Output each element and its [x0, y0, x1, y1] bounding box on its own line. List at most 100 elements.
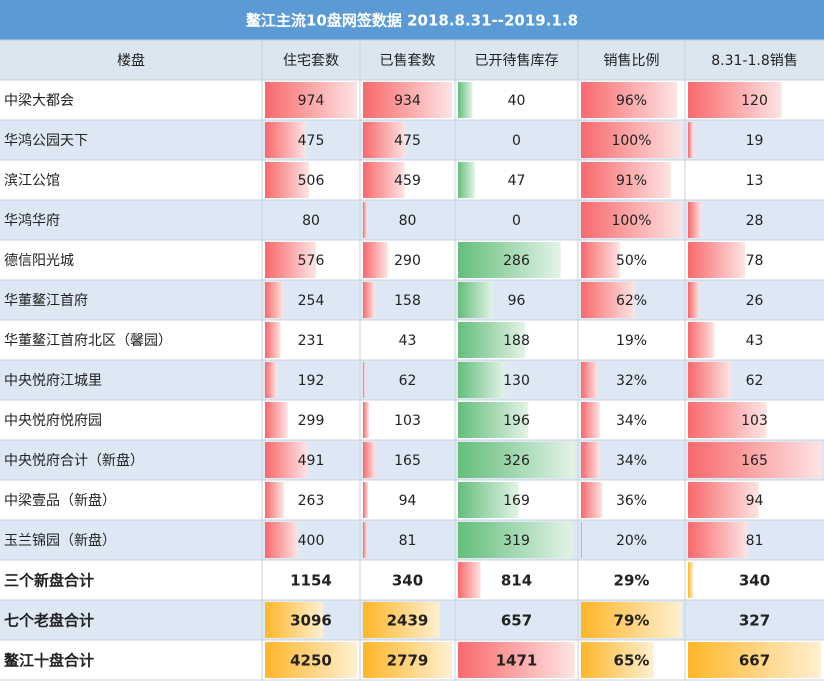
data-bar — [581, 162, 671, 198]
data-bar — [458, 402, 529, 438]
cell-value: 81 — [399, 533, 417, 549]
header-cell: 8.31-1.8销售 — [711, 53, 798, 69]
cell-value: 657 — [501, 612, 532, 630]
cell-value: 934 — [394, 93, 421, 109]
project-name: 三个新盘合计 — [4, 572, 94, 590]
cell-value: 103 — [394, 413, 421, 429]
cell-value: 103 — [741, 413, 768, 429]
cell-value: 1154 — [290, 572, 332, 590]
data-bar — [458, 522, 573, 558]
cell-value: 196 — [503, 413, 530, 429]
project-name: 中央悦府合计（新盘） — [4, 452, 144, 469]
project-name: 华董鳌江首府北区（馨园） — [4, 332, 172, 349]
data-bar — [363, 602, 440, 638]
cell-value: 1471 — [496, 652, 538, 670]
data-bar — [688, 122, 694, 158]
cell-value: 814 — [501, 572, 532, 590]
cell-value: 326 — [503, 453, 530, 469]
row-background — [0, 440, 824, 480]
project-name: 德信阳光城 — [4, 253, 74, 269]
cell-value: 62 — [746, 373, 764, 389]
project-name: 华鸿华府 — [4, 212, 60, 229]
cell-value: 20% — [616, 533, 647, 549]
cell-value: 974 — [298, 93, 325, 109]
data-bar — [458, 162, 475, 198]
header-cell: 销售比例 — [604, 53, 660, 69]
cell-value: 94 — [746, 493, 764, 509]
data-bar — [363, 162, 405, 198]
row-background — [0, 240, 824, 280]
header-cell: 已开待售库存 — [475, 53, 559, 69]
cell-value: 231 — [298, 333, 325, 349]
project-name: 玉兰锦园（新盘） — [4, 532, 116, 549]
data-bar — [363, 282, 375, 318]
data-bar — [458, 442, 575, 478]
data-bar — [265, 282, 283, 318]
project-name: 中梁大都会 — [4, 93, 74, 109]
data-bar — [458, 642, 575, 678]
cell-value: 40 — [508, 93, 526, 109]
data-bar — [458, 482, 519, 518]
data-bar — [458, 362, 505, 398]
cell-value: 79% — [614, 612, 650, 630]
data-bar — [688, 282, 700, 318]
cell-value: 91% — [616, 173, 647, 189]
cell-value: 491 — [298, 453, 325, 469]
cell-value: 165 — [394, 453, 421, 469]
data-bar — [688, 202, 702, 238]
project-name: 七个老盘合计 — [4, 612, 94, 630]
data-bar — [581, 642, 654, 678]
cell-value: 576 — [298, 253, 325, 269]
cell-value: 47 — [508, 173, 526, 189]
cell-value: 19 — [746, 133, 764, 149]
cell-value: 120 — [741, 93, 768, 109]
cell-value: 4250 — [290, 652, 332, 670]
data-bar — [581, 602, 682, 638]
data-bar — [265, 362, 277, 398]
row-background — [0, 360, 824, 400]
data-bar — [581, 402, 600, 438]
data-bar — [688, 322, 715, 358]
cell-value: 2779 — [387, 652, 429, 670]
row-background — [0, 200, 824, 240]
data-bar — [363, 402, 369, 438]
data-bar — [363, 242, 388, 278]
data-bar — [265, 162, 309, 198]
data-bar — [581, 242, 620, 278]
project-name: 华董鳌江首府 — [4, 292, 88, 309]
data-bar — [265, 402, 288, 438]
cell-value: 475 — [394, 133, 421, 149]
cell-value: 43 — [399, 333, 417, 349]
data-bar — [688, 482, 759, 518]
data-bar — [581, 82, 678, 118]
data-bar — [581, 362, 598, 398]
data-bar — [458, 82, 473, 118]
cell-value: 290 — [394, 253, 421, 269]
table-title: 鳌江主流10盘网签数据 2018.8.31--2019.1.8 — [246, 12, 578, 30]
row-background — [0, 160, 824, 200]
project-name: 鳌江十盘合计 — [4, 652, 94, 670]
cell-value: 286 — [503, 253, 530, 269]
data-bar — [265, 482, 284, 518]
data-bar — [581, 482, 603, 518]
cell-value: 100% — [611, 133, 651, 149]
cell-value: 80 — [399, 213, 417, 229]
cell-value: 340 — [392, 572, 423, 590]
cell-value: 81 — [746, 533, 764, 549]
row-background — [0, 560, 824, 600]
data-bar — [363, 642, 452, 678]
data-bar — [688, 522, 748, 558]
cell-value: 36% — [616, 493, 647, 509]
data-bar — [363, 482, 369, 518]
data-bar — [581, 122, 682, 158]
cell-value: 13 — [746, 173, 764, 189]
cell-value: 169 — [503, 493, 530, 509]
cell-value: 50% — [616, 253, 647, 269]
cell-value: 100% — [611, 213, 651, 229]
project-name: 滨江公馆 — [4, 173, 60, 189]
cell-value: 96% — [616, 93, 647, 109]
project-name: 中央悦府悦府园 — [4, 413, 102, 429]
row-background — [0, 520, 824, 560]
cell-value: 80 — [302, 213, 320, 229]
project-name: 中梁壹品（新盘） — [4, 492, 116, 509]
